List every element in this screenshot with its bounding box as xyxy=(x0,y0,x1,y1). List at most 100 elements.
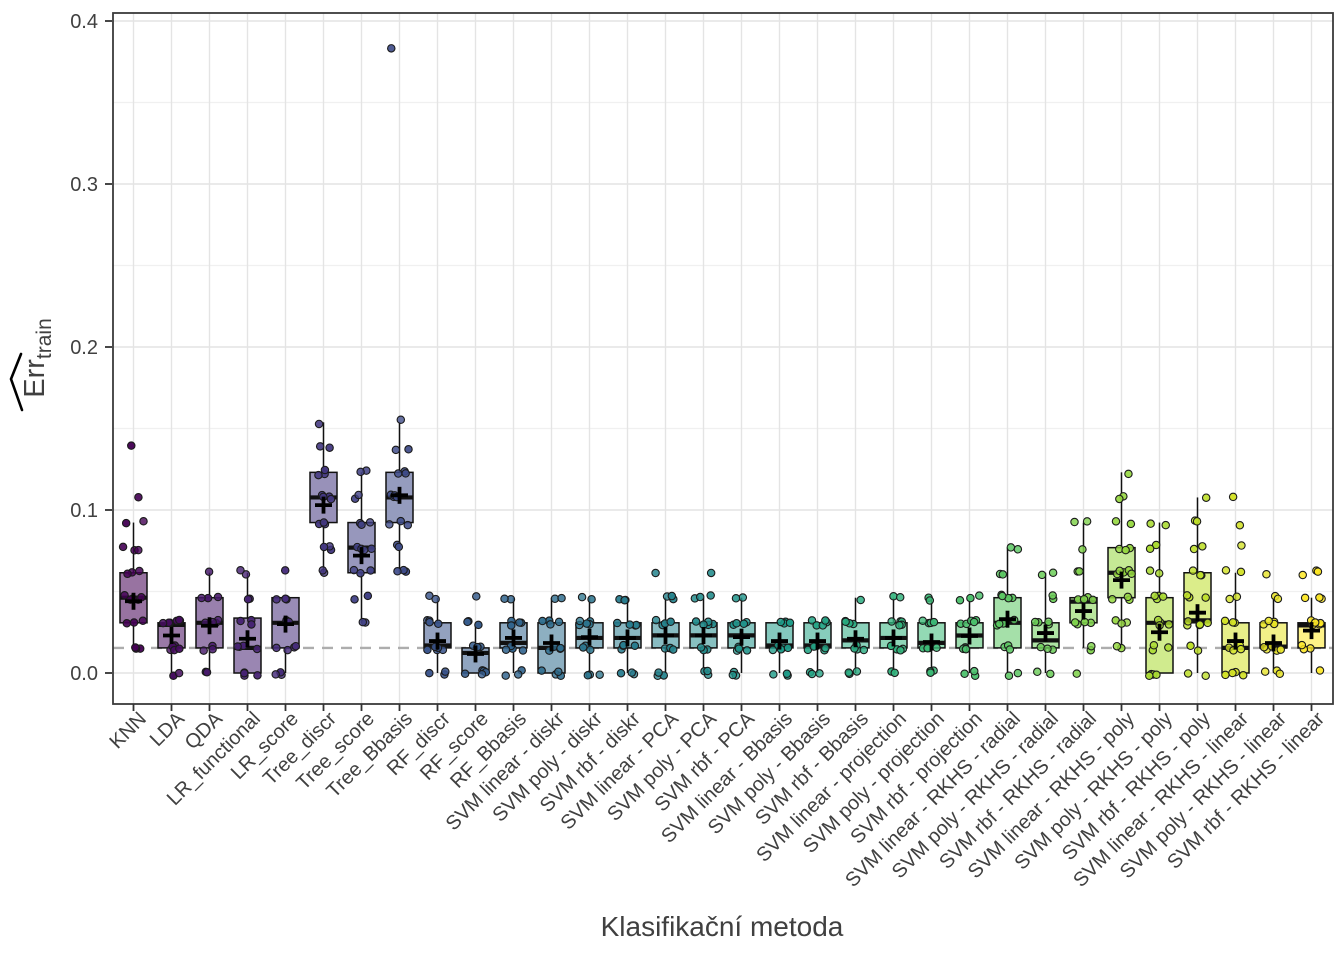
jitter-point xyxy=(1300,593,1310,603)
jitter-point xyxy=(706,568,716,578)
jitter-point xyxy=(385,520,394,529)
jitter-point xyxy=(1079,594,1089,604)
jitter-point xyxy=(1112,641,1122,651)
points-SVM linear - RKHS - linear xyxy=(1220,492,1248,680)
jitter-point xyxy=(1188,566,1198,575)
jitter-point xyxy=(396,415,406,424)
jitter-point xyxy=(425,617,434,627)
jitter-point xyxy=(1182,591,1192,600)
jitter-point xyxy=(463,617,472,627)
points-SVM rbf - Bbasis xyxy=(841,595,869,679)
jitter-point xyxy=(776,617,786,627)
jitter-point xyxy=(1146,519,1155,528)
jitter-point xyxy=(391,445,401,455)
points-SVM rbf - RKHS - poly xyxy=(1182,493,1212,680)
jitter-point xyxy=(1164,620,1174,629)
jitter-point xyxy=(859,645,869,655)
jitter-point xyxy=(546,620,555,629)
jitter-point xyxy=(785,618,795,628)
jitter-point xyxy=(236,616,245,626)
jitter-point xyxy=(204,567,214,576)
jitter-point xyxy=(129,618,139,627)
jitter-point xyxy=(821,643,830,653)
jitter-point xyxy=(896,646,905,655)
points-SVM poly - RKHS - poly xyxy=(1145,519,1174,681)
jitter-point xyxy=(134,493,143,502)
jitter-point xyxy=(821,616,830,625)
jitter-point xyxy=(918,616,927,625)
mean-marker-SVM rbf - RKHS - poly xyxy=(1189,604,1206,622)
jitter-point xyxy=(318,566,328,575)
points-SVM linear - RKHS - poly xyxy=(1108,469,1136,653)
y-tick-label: 0.3 xyxy=(70,174,98,196)
y-tick-label: 0.0 xyxy=(70,663,98,685)
points-SVM linear - projection xyxy=(886,592,908,678)
jitter-point xyxy=(120,591,129,600)
jitter-point xyxy=(955,595,965,605)
jitter-point xyxy=(1228,668,1237,678)
jitter-point xyxy=(474,620,483,630)
points-RF_Bbasis xyxy=(500,594,528,680)
jitter-point xyxy=(998,570,1008,579)
jitter-point xyxy=(515,618,524,627)
jitter-point xyxy=(1228,618,1238,627)
jitter-point xyxy=(240,668,249,678)
jitter-point xyxy=(356,568,365,578)
jitter-point xyxy=(363,591,373,601)
mean-marker-RF_discr xyxy=(429,632,446,650)
jitter-point xyxy=(1203,618,1212,628)
jitter-point xyxy=(1164,643,1173,652)
jitter-point xyxy=(131,643,140,652)
jitter-point xyxy=(887,617,896,626)
points-SVM linear - RKHS - radial xyxy=(992,543,1023,680)
jitter-point xyxy=(742,646,752,655)
jitter-point xyxy=(998,591,1007,601)
jitter-point xyxy=(134,545,143,555)
jitter-point xyxy=(1145,566,1155,575)
jitter-point xyxy=(506,621,516,630)
jitter-point xyxy=(1221,670,1230,680)
jitter-point xyxy=(925,596,935,605)
points-LDA xyxy=(158,615,185,681)
jitter-point xyxy=(583,671,593,680)
jitter-point xyxy=(127,441,136,450)
jitter-point xyxy=(1108,595,1117,604)
panel-border xyxy=(112,12,1334,705)
mean-marker-RF_Bbasis xyxy=(505,629,522,647)
jitter-point xyxy=(1201,593,1210,602)
jitter-point xyxy=(1201,493,1211,502)
y-tick-label: 0.4 xyxy=(70,11,98,33)
jitter-point xyxy=(782,669,792,678)
jitter-point xyxy=(247,620,256,629)
jitter-point xyxy=(175,615,184,625)
jitter-point xyxy=(365,518,375,527)
jitter-point xyxy=(696,643,706,652)
jitter-point xyxy=(513,670,523,679)
jitter-point xyxy=(1150,591,1159,601)
jitter-point xyxy=(1115,494,1124,504)
mean-marker-Tree_score xyxy=(353,547,370,565)
jitter-point xyxy=(1221,566,1231,575)
jitter-point xyxy=(1238,670,1248,680)
jitter-point xyxy=(856,595,865,605)
jitter-point xyxy=(557,593,566,603)
jitter-point xyxy=(960,669,969,679)
jitter-point xyxy=(695,592,705,602)
y-title-subscript: train xyxy=(33,318,56,359)
mean-marker-Tree_Bbasis xyxy=(391,486,408,504)
mean-marker-SVM poly - RKHS - linear xyxy=(1265,634,1282,652)
jitter-point xyxy=(1273,594,1283,604)
jitter-point xyxy=(666,617,675,627)
points-LR_functional xyxy=(233,566,262,680)
jitter-point xyxy=(537,666,546,675)
jitter-point xyxy=(703,666,712,676)
jitter-point xyxy=(118,542,128,552)
jitter-point xyxy=(441,667,450,676)
jitter-point xyxy=(325,443,334,452)
jitter-point xyxy=(1087,641,1096,651)
jitter-point xyxy=(627,668,637,677)
mean-marker-SVM rbf - RKHS - linear xyxy=(1303,622,1320,640)
